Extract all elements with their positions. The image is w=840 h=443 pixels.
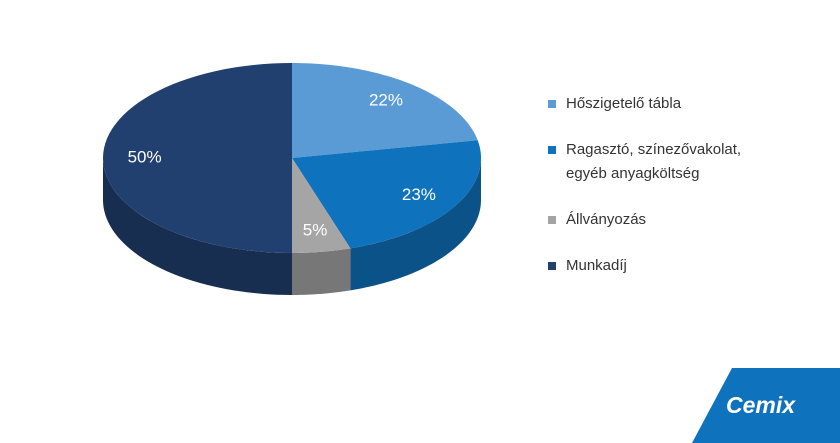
legend-label: Ragasztó, színezővakolat, egyéb anyagköl… [566, 141, 742, 182]
slice [292, 140, 481, 249]
legend-label: Hőszigetelő tábla [566, 95, 682, 112]
data-label: 50% [128, 147, 162, 166]
legend-entry: Munkadíj [548, 254, 778, 278]
legend-swatch [548, 100, 556, 108]
data-label: 22% [369, 90, 403, 109]
legend-swatch [548, 146, 556, 154]
slice-side [292, 248, 351, 295]
slice-side [350, 158, 481, 291]
slice [292, 63, 478, 158]
data-label: 5% [303, 221, 328, 240]
legend: Hőszigetelő tábla Ragasztó, színezővakola… [548, 92, 778, 300]
slice [292, 158, 351, 253]
legend-swatch [548, 262, 556, 270]
legend-entry: Ragasztó, színezővakolat, egyéb anyagköl… [548, 138, 778, 186]
legend-swatch [548, 216, 556, 224]
slice-side [103, 158, 292, 295]
logo-text: Cemix [726, 392, 796, 418]
legend-entry: Hőszigetelő tábla [548, 92, 778, 116]
data-label: 23% [402, 185, 436, 204]
legend-entry: Állványozás [548, 208, 778, 232]
legend-label: Munkadíj [566, 257, 627, 274]
legend-label: Állványozás [566, 211, 647, 228]
logo-background [692, 368, 840, 443]
slice [103, 63, 292, 253]
